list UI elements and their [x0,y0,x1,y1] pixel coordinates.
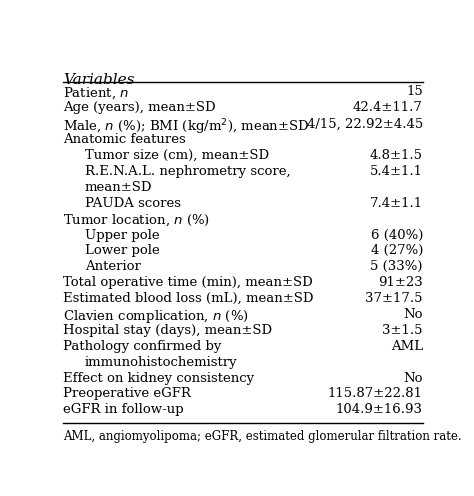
Text: Tumor size (cm), mean±SD: Tumor size (cm), mean±SD [85,149,269,162]
Text: eGFR in follow-up: eGFR in follow-up [63,403,183,417]
Text: 5.4±1.1: 5.4±1.1 [370,165,423,178]
Text: 4 (27%): 4 (27%) [371,245,423,257]
Text: 15: 15 [406,85,423,99]
Text: Hospital stay (days), mean±SD: Hospital stay (days), mean±SD [63,324,272,337]
Text: R.E.N.A.L. nephrometry score,: R.E.N.A.L. nephrometry score, [85,165,291,178]
Text: Anatomic features: Anatomic features [63,133,186,146]
Text: No: No [403,308,423,321]
Text: 5 (33%): 5 (33%) [370,260,423,273]
Text: Lower pole: Lower pole [85,245,160,257]
Text: mean±SD: mean±SD [85,181,153,194]
Text: Patient, $n$: Patient, $n$ [63,85,129,101]
Text: Tumor location, $n$ (%): Tumor location, $n$ (%) [63,213,210,228]
Text: 4.8±1.5: 4.8±1.5 [370,149,423,162]
Text: Age (years), mean±SD: Age (years), mean±SD [63,101,216,115]
Text: Anterior: Anterior [85,260,141,273]
Text: 7.4±1.1: 7.4±1.1 [370,197,423,210]
Text: Estimated blood loss (mL), mean±SD: Estimated blood loss (mL), mean±SD [63,292,313,305]
Text: 104.9±16.93: 104.9±16.93 [336,403,423,417]
Text: Total operative time (min), mean±SD: Total operative time (min), mean±SD [63,276,313,289]
Text: Variables: Variables [63,73,135,87]
Text: AML, angiomyolipoma; eGFR, estimated glomerular filtration rate.: AML, angiomyolipoma; eGFR, estimated glo… [63,430,462,443]
Text: 42.4±11.7: 42.4±11.7 [353,101,423,115]
Text: No: No [403,372,423,384]
Text: 4/15, 22.92±4.45: 4/15, 22.92±4.45 [307,117,423,130]
Text: Preoperative eGFR: Preoperative eGFR [63,387,191,400]
Text: AML: AML [391,340,423,353]
Text: 91±23: 91±23 [378,276,423,289]
Text: 115.87±22.81: 115.87±22.81 [328,387,423,400]
Text: 6 (40%): 6 (40%) [371,229,423,242]
Text: Effect on kidney consistency: Effect on kidney consistency [63,372,254,384]
Text: Pathology confirmed by: Pathology confirmed by [63,340,221,353]
Text: Clavien complication, $n$ (%): Clavien complication, $n$ (%) [63,308,249,325]
Text: 37±17.5: 37±17.5 [365,292,423,305]
Text: Male, $n$ (%); BMI (kg/m$^2$), mean±SD: Male, $n$ (%); BMI (kg/m$^2$), mean±SD [63,117,310,137]
Text: Upper pole: Upper pole [85,229,160,242]
Text: immunohistochemistry: immunohistochemistry [85,356,237,369]
Text: PAUDA scores: PAUDA scores [85,197,181,210]
Text: 3±1.5: 3±1.5 [383,324,423,337]
